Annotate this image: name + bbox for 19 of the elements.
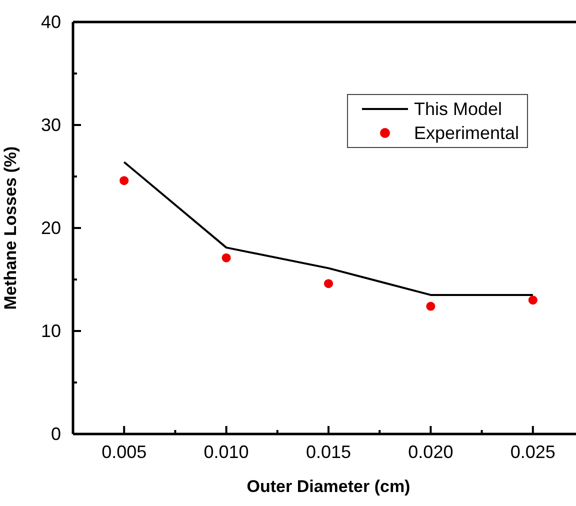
point [528,296,538,305]
x-tick-label: 0.010 [204,442,249,462]
legend-label: Experimental [414,122,520,145]
legend-label: This Model [414,98,502,121]
y-tick-label: 10 [40,321,61,341]
point [222,253,231,262]
y-axis-title: Methane Losses (%) [1,146,20,310]
y-tick-label: 0 [50,424,61,444]
x-tick-label: 0.025 [510,442,556,462]
x-tick-label: 0.015 [306,442,352,462]
x-axis-title: Outer Diameter (cm) [246,477,410,496]
point [426,302,436,311]
y-tick-label: 40 [40,12,61,32]
point [324,279,334,288]
x-tick-label: 0.005 [102,442,147,462]
y-tick-label: 30 [40,115,61,135]
y-tick-label: 20 [40,218,61,238]
x-tick-label: 0.020 [408,442,454,462]
point [120,176,129,186]
